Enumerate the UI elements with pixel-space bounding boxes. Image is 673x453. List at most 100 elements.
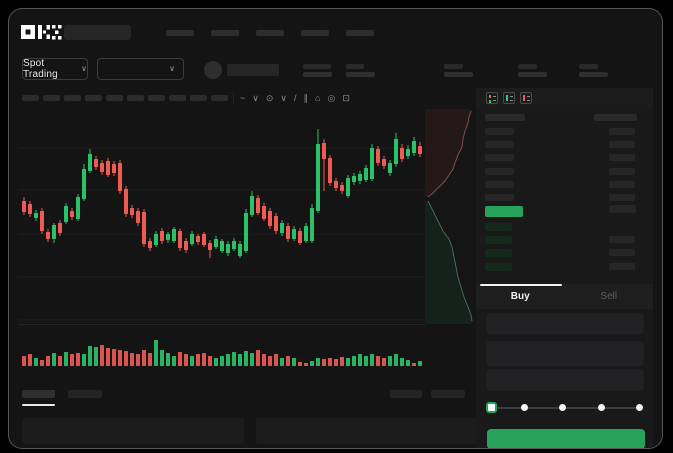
interval-button-placeholder[interactable] (169, 95, 186, 101)
active-tab-indicator (480, 284, 562, 286)
buy-submit-button[interactable] (487, 429, 645, 448)
order-input-field[interactable] (486, 369, 644, 391)
chevron-down-icon: ∨ (81, 64, 87, 73)
pair-selector[interactable]: ∨ (97, 58, 184, 80)
bid-price-placeholder (485, 236, 512, 244)
tab-buy-label: Buy (510, 291, 530, 302)
interval-button-placeholder[interactable] (106, 95, 123, 101)
interval-button-placeholder[interactable] (43, 95, 60, 101)
toggle-line (493, 100, 496, 101)
ticker-stat (346, 64, 375, 77)
stat-label-placeholder (579, 64, 598, 69)
interval-button-placeholder[interactable] (85, 95, 102, 101)
bottom-tab[interactable] (68, 390, 102, 398)
bottom-tab-active[interactable] (22, 390, 55, 398)
toolbar-divider (233, 93, 234, 103)
interval-button-placeholder[interactable] (190, 95, 207, 101)
book-bids-view-icon[interactable] (503, 92, 515, 104)
bottom-tab-underline (22, 404, 55, 406)
ask-row[interactable] (476, 128, 653, 136)
ask-price-placeholder (485, 168, 514, 175)
bottom-action-placeholder[interactable] (390, 390, 422, 398)
toggle-line (493, 96, 496, 97)
candle-style-icon[interactable]: ⊙ (265, 93, 274, 103)
ticker-stat (518, 64, 547, 77)
stat-value-placeholder (579, 72, 608, 77)
last-price-amount (609, 205, 636, 213)
ask-row[interactable] (476, 154, 653, 162)
bid-row[interactable] (476, 223, 653, 232)
stat-value-placeholder (303, 72, 332, 77)
pane-divider (18, 324, 425, 325)
orders-panel-placeholder (256, 418, 478, 444)
volume-chart[interactable] (18, 337, 425, 374)
trend-line-icon[interactable]: / (294, 93, 297, 103)
amount-slider[interactable] (476, 398, 653, 418)
ask-price-placeholder (485, 194, 514, 201)
pair-name-placeholder (227, 64, 279, 76)
depth-chart[interactable] (425, 109, 474, 324)
stat-label-placeholder (346, 64, 364, 69)
interval-button-placeholder[interactable] (127, 95, 144, 101)
ask-price-placeholder (485, 141, 514, 148)
toggle-mark (523, 95, 525, 101)
snapshot-icon[interactable]: ⌂ (315, 93, 321, 103)
tab-buy[interactable]: Buy (476, 284, 565, 309)
chevron-down-icon: ∨ (169, 64, 175, 73)
last-price-badge[interactable] (485, 206, 523, 217)
slider-handle[interactable] (486, 402, 497, 413)
book-split-view-icon[interactable] (486, 92, 498, 104)
book-asks-view-icon[interactable] (520, 92, 532, 104)
stat-value-placeholder (444, 72, 473, 77)
bid-row[interactable] (476, 263, 653, 272)
ask-row[interactable] (476, 181, 653, 189)
indicator-icon[interactable]: ~ (240, 93, 246, 103)
slider-stop[interactable] (559, 404, 566, 411)
toggle-mark (506, 95, 508, 101)
nav-item-placeholder[interactable] (211, 30, 239, 36)
interval-button-placeholder[interactable] (22, 95, 39, 101)
parallel-lines-icon[interactable]: ∥ (303, 93, 309, 103)
order-input-field[interactable] (486, 341, 644, 366)
ask-row[interactable] (476, 194, 653, 202)
stat-label-placeholder (303, 64, 331, 69)
ticker-stat (444, 64, 473, 77)
ticker-stat (579, 64, 608, 77)
toggle-mark (489, 100, 491, 103)
nav-item-placeholder[interactable] (346, 30, 374, 36)
bottom-action-placeholder[interactable] (431, 390, 465, 398)
ask-row[interactable] (476, 141, 653, 149)
settings-gear-icon[interactable]: ◎ (327, 93, 336, 103)
nav-item-placeholder[interactable] (301, 30, 329, 36)
top-nav (159, 29, 374, 37)
market-type-selector[interactable]: Spot Trading ∨ (22, 58, 88, 80)
bid-row[interactable] (476, 236, 653, 245)
ask-row[interactable] (476, 168, 653, 176)
bid-amount-placeholder (609, 236, 635, 243)
nav-item-placeholder[interactable] (166, 30, 194, 36)
bid-amount-placeholder (609, 249, 635, 256)
slider-stop[interactable] (521, 404, 528, 411)
fullscreen-icon[interactable]: ⊡ (342, 93, 350, 103)
tab-sell[interactable]: Sell (565, 284, 654, 309)
bid-price-placeholder (485, 223, 512, 231)
ask-price-placeholder (485, 154, 514, 161)
nav-item-placeholder[interactable] (256, 30, 284, 36)
slider-stop[interactable] (636, 404, 643, 411)
indicator-chevron-icon[interactable]: ∨ (252, 93, 259, 103)
order-input-field[interactable] (486, 313, 644, 334)
orderbook-toggle-row (476, 88, 653, 109)
search-bar[interactable] (64, 25, 131, 40)
toggle-line (527, 96, 530, 97)
interval-button-placeholder[interactable] (211, 95, 228, 101)
ask-amount-placeholder (609, 141, 635, 148)
slider-stop[interactable] (598, 404, 605, 411)
candle-style-chevron-icon[interactable]: ∨ (280, 93, 287, 103)
interval-toolbar (22, 94, 228, 102)
ask-amount-placeholder (609, 168, 635, 175)
bid-row[interactable] (476, 249, 653, 258)
okx-logo (21, 25, 62, 40)
interval-button-placeholder[interactable] (148, 95, 165, 101)
candlestick-chart[interactable] (18, 109, 425, 332)
interval-button-placeholder[interactable] (64, 95, 81, 101)
